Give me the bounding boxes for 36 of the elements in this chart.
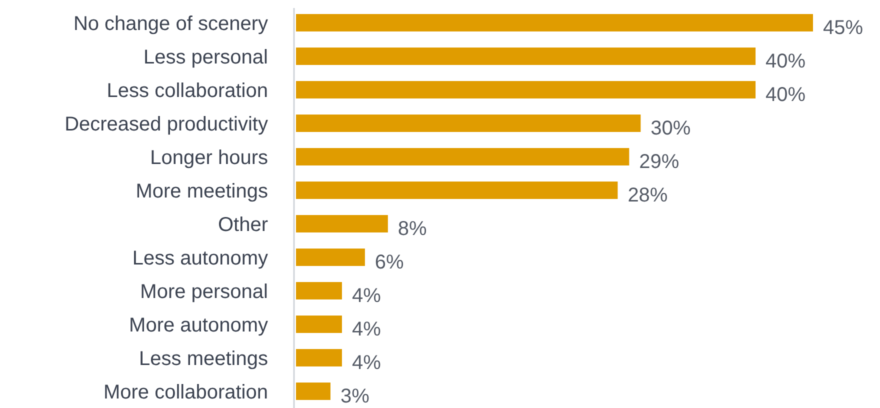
y-tick-label: Decreased productivity — [64, 113, 268, 136]
bar — [296, 182, 618, 199]
data-label: 29% — [639, 150, 680, 173]
bar — [296, 81, 756, 98]
data-label: 30% — [650, 117, 691, 140]
y-tick-label: More collaboration — [103, 381, 268, 404]
y-tick-label: Less collaboration — [106, 80, 268, 102]
y-tick-label: More meetings — [136, 180, 268, 202]
y-tick-label: Less meetings — [139, 348, 268, 370]
y-tick-label: Less autonomy — [132, 247, 268, 270]
data-label: 40% — [766, 84, 806, 106]
bar — [296, 215, 388, 232]
data-label: 8% — [398, 218, 428, 240]
y-tick-label: More personal — [140, 280, 268, 303]
data-label: 4% — [352, 284, 382, 307]
bar — [296, 114, 641, 132]
data-label: 3% — [340, 385, 370, 408]
bar — [296, 148, 630, 166]
bar — [296, 382, 330, 400]
bar — [296, 316, 342, 333]
bar — [296, 248, 365, 266]
y-tick-label: No change of scenery — [73, 12, 268, 35]
data-label: 28% — [628, 184, 668, 206]
y-tick-label: More autonomy — [129, 314, 268, 336]
y-tick-label: Other — [218, 214, 268, 236]
y-tick-label: Longer hours — [150, 146, 268, 169]
data-label: 6% — [374, 251, 404, 274]
bar — [296, 48, 756, 65]
data-label: 4% — [352, 318, 382, 340]
data-label: 40% — [766, 50, 806, 72]
bar — [296, 349, 342, 366]
data-label: 45% — [823, 16, 864, 39]
bar — [296, 14, 813, 32]
bar — [296, 282, 342, 300]
y-tick-label: Less personal — [143, 46, 268, 68]
data-label: 4% — [352, 352, 382, 374]
